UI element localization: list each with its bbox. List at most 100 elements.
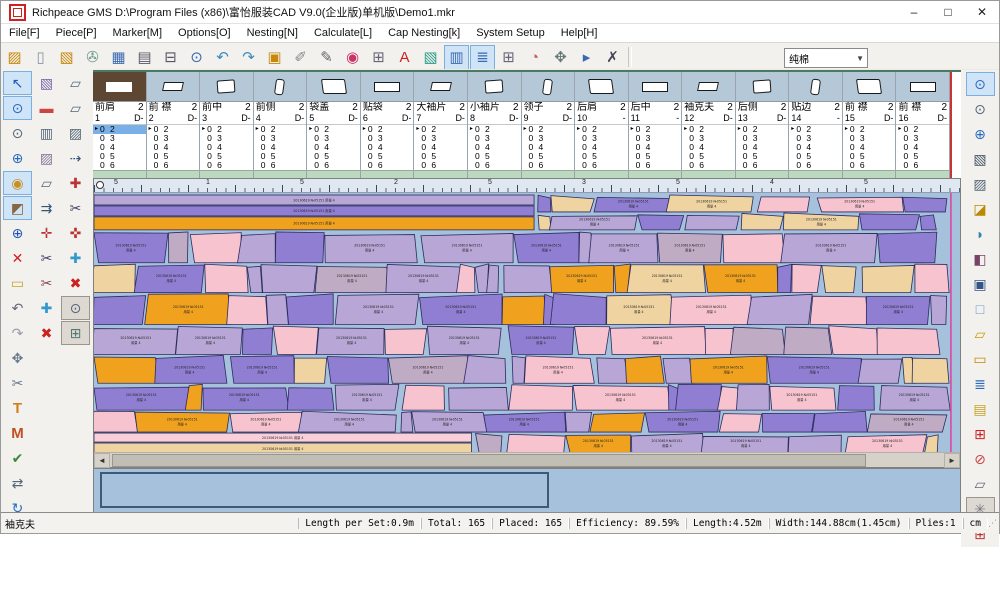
marker-piece[interactable]	[94, 263, 136, 294]
piece-qty-row[interactable]: ▸ 0 2	[416, 124, 437, 135]
piece-qty-row[interactable]: ▸ 0 2	[362, 124, 383, 135]
menu-item-1[interactable]: Piece[P]	[55, 27, 97, 39]
piece-name-cell[interactable]: 前肩 2 1 D-	[93, 102, 146, 126]
marker-piece[interactable]	[911, 357, 950, 384]
marker-piece[interactable]	[574, 326, 611, 355]
piece-name-cell[interactable]: 前中 2 3 D-	[200, 102, 253, 126]
marker-piece[interactable]	[761, 413, 815, 433]
piece-swap-tool-button[interactable]: ⇄	[3, 471, 32, 495]
piece-icon-cell[interactable]	[200, 72, 253, 103]
sheet-table-button[interactable]: ≣	[470, 44, 495, 70]
marker-piece[interactable]	[94, 295, 147, 325]
piece-plain-tool-button[interactable]: ▱	[32, 171, 61, 195]
open-file-button[interactable]: ▧	[54, 45, 79, 70]
piece-qty-row[interactable]: ▸ 0 2	[898, 124, 919, 135]
marker-piece[interactable]	[624, 355, 665, 384]
piece-shade-tool-button[interactable]: ▨	[32, 146, 61, 170]
marker-piece[interactable]	[204, 263, 249, 294]
nesting-canvas[interactable]: 20130619 №05151 用量 4 20130619 №05151 用量 4 20…	[94, 193, 960, 452]
delete-tool-button[interactable]: ✕	[3, 246, 32, 270]
marker-piece[interactable]	[865, 296, 931, 325]
marker-piece[interactable]	[700, 436, 789, 452]
piece-scissors-tool-button[interactable]: ✂	[3, 371, 32, 395]
fabric-dropdown[interactable]: 纯棉 ▼	[784, 48, 868, 68]
marker-piece[interactable]	[816, 196, 905, 213]
piece-qty-row[interactable]: ▸ 0 2	[630, 124, 651, 135]
menu-item-6[interactable]: Cap Nesting[k]	[388, 27, 461, 39]
marker-piece[interactable]	[503, 265, 553, 294]
scrollbar-thumb[interactable]	[112, 453, 866, 467]
font-button[interactable]: A	[392, 45, 417, 70]
marker-piece[interactable]	[740, 212, 784, 231]
open-button[interactable]: ▨	[2, 45, 27, 70]
piece-icon-cell[interactable]	[414, 72, 467, 103]
minimize-button[interactable]: –	[910, 5, 918, 19]
pin-b-tool-button[interactable]: ✚	[32, 296, 61, 320]
marker-piece[interactable]	[550, 195, 595, 213]
plaid-match-tool-button[interactable]: ⊞	[61, 321, 90, 345]
marker-piece[interactable]	[237, 233, 276, 264]
gather-tool-button[interactable]: ⇉	[32, 196, 61, 220]
marker-piece[interactable]	[324, 234, 418, 264]
marker-piece[interactable]	[94, 410, 139, 433]
flag-piece-button[interactable]: ▸	[574, 45, 599, 70]
preview-viewport-rect[interactable]	[100, 472, 549, 508]
piece-qty-row[interactable]: ▸ 0 2	[844, 124, 865, 135]
day-piece-button[interactable]: ▣	[965, 272, 995, 296]
piece-icon-cell[interactable]	[575, 72, 628, 103]
marker-piece[interactable]	[384, 328, 428, 355]
pieces-repair-button[interactable]: ▨	[965, 172, 995, 196]
zoom-hand-button[interactable]: ⊙	[965, 97, 995, 121]
piece-qty-row[interactable]: ▸ 0 2	[684, 124, 704, 135]
piece-duplicate-tool-button[interactable]: ▥	[32, 121, 61, 145]
marker-piece[interactable]	[858, 213, 921, 231]
piece-icon-cell[interactable]	[628, 72, 682, 103]
zoom-fit-tool-button[interactable]: ⊕	[3, 146, 32, 170]
marker-piece[interactable]	[780, 233, 878, 264]
piece-qty-row[interactable]: ▸ 0 2	[255, 124, 276, 135]
marker-piece[interactable]	[689, 355, 768, 384]
marker-piece[interactable]	[537, 194, 552, 213]
pieces-hand-tool-button[interactable]: ✥	[3, 346, 32, 370]
marker-piece[interactable]	[626, 264, 706, 294]
marker-piece[interactable]	[675, 384, 722, 411]
marker-piece[interactable]	[914, 263, 950, 294]
marker-piece[interactable]	[334, 383, 400, 411]
marker-piece[interactable]	[483, 411, 567, 433]
marker-piece[interactable]	[589, 412, 646, 433]
marker-piece[interactable]	[783, 212, 860, 231]
marker-piece[interactable]	[133, 264, 205, 294]
pin-tool-button[interactable]: ✚	[61, 171, 90, 195]
piece-copy-tool-button[interactable]: ▱	[61, 96, 90, 120]
marker-piece[interactable]	[596, 357, 630, 384]
marker-piece[interactable]	[662, 357, 695, 384]
marker-piece[interactable]	[94, 232, 169, 264]
marker-piece[interactable]	[285, 293, 334, 325]
